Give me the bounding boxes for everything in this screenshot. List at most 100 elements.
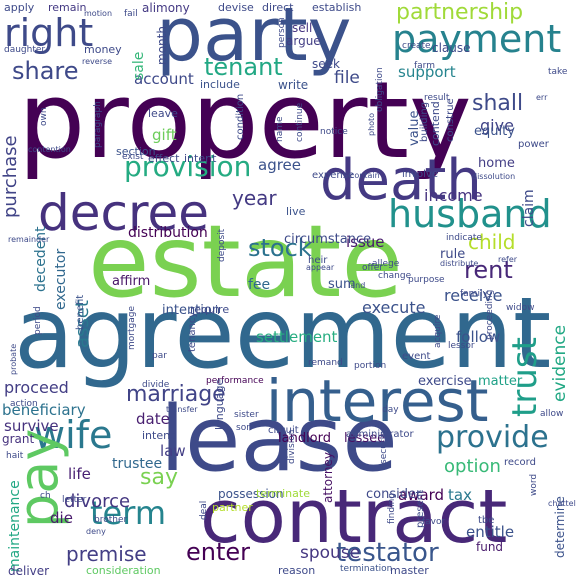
- word-administrator: administrator: [346, 429, 414, 440]
- word-allege: allege: [372, 259, 400, 269]
- word-maintenance: maintenance: [7, 480, 23, 572]
- word-portion: portion: [354, 361, 387, 371]
- word-continue: continue: [295, 102, 305, 142]
- word-notice: notice: [320, 127, 348, 137]
- word-shall: shall: [472, 91, 524, 116]
- word-contract: contract: [200, 474, 508, 560]
- word-offer: offer: [362, 263, 383, 273]
- word-lessor: lessor: [448, 341, 475, 351]
- word-division: division: [287, 429, 297, 464]
- word-performance: performance: [206, 376, 264, 386]
- word-divide: divide: [142, 380, 170, 390]
- word-provide: provide: [436, 420, 549, 455]
- word-farm: farm: [414, 61, 435, 71]
- word-deposit: deposit: [217, 228, 227, 262]
- word-premise: premise: [66, 542, 147, 566]
- word-purpose: purpose: [408, 275, 445, 285]
- word-term: term: [90, 494, 166, 532]
- word-wife: wife: [34, 413, 113, 457]
- word-master: master: [390, 564, 429, 576]
- word-termination: termination: [340, 564, 393, 574]
- word-executor: executor: [53, 248, 69, 310]
- word-require: require: [190, 303, 230, 316]
- word-remand: remand: [308, 358, 343, 368]
- word-evidence: evidence: [550, 324, 570, 402]
- word-live: live: [286, 205, 306, 218]
- word-sister: sister: [234, 410, 259, 420]
- word-appear: appear: [306, 263, 335, 272]
- word-argue: argue: [286, 34, 321, 48]
- word-change: change: [378, 271, 412, 281]
- word-benefit: benefit: [75, 294, 86, 330]
- word-remain: remain: [48, 1, 87, 14]
- word-estate: estate: [88, 203, 403, 320]
- word-motion: motion: [84, 9, 113, 18]
- word-record: record: [504, 457, 536, 468]
- word-year: year: [232, 186, 277, 210]
- word-receive: receive: [444, 286, 503, 305]
- word-deal: deal: [199, 500, 209, 520]
- word-rule: rule: [440, 247, 466, 262]
- word-purchase: purchase: [0, 135, 21, 218]
- word-tenant: tenant: [204, 53, 283, 81]
- word-interest: interest: [266, 367, 489, 435]
- word-acquire: acquire: [433, 314, 443, 348]
- word-event: event: [402, 351, 431, 362]
- word-right: right: [4, 11, 94, 55]
- word-refer: refer: [498, 255, 518, 264]
- word-apply: apply: [4, 1, 35, 14]
- word-allow: allow: [540, 409, 564, 419]
- word-expense: expense: [312, 170, 355, 181]
- word-deny: deny: [86, 527, 106, 536]
- word-chattel: chattel: [548, 499, 576, 508]
- word-finding: finding: [387, 492, 397, 524]
- word-money: money: [84, 43, 122, 56]
- word-home: home: [478, 156, 515, 171]
- word-own: own: [39, 107, 49, 126]
- word-take: take: [548, 67, 568, 77]
- word-err: err: [536, 93, 548, 102]
- word-par: par: [152, 351, 167, 361]
- word-marriage: marriage: [126, 382, 226, 407]
- word-reverse: reverse: [82, 57, 113, 66]
- word-matter: matter: [478, 374, 523, 389]
- word-option: option: [444, 456, 501, 477]
- word-name: name: [275, 116, 285, 142]
- word-attorney: attorney: [321, 452, 335, 503]
- word-death: death: [320, 148, 482, 213]
- word-enter: enter: [186, 538, 251, 566]
- word-claim: claim: [521, 189, 537, 227]
- word-intention: intention: [162, 303, 221, 318]
- word-landlord: landlord: [278, 431, 332, 446]
- word-seek: seek: [312, 57, 340, 71]
- word-say: say: [140, 465, 178, 490]
- word-rent: rent: [464, 256, 513, 284]
- word-agree: agree: [258, 156, 302, 174]
- word-give: give: [480, 116, 514, 135]
- word-fail: fail: [124, 9, 138, 19]
- word-account: account: [134, 70, 194, 88]
- word-decree: decree: [38, 184, 209, 242]
- word-beneficiary: beneficiary: [2, 401, 86, 419]
- word-person: person: [277, 17, 287, 48]
- word-die: die: [50, 509, 73, 527]
- word-testator: testator: [336, 538, 439, 568]
- word-proceeding: proceeding: [485, 289, 495, 340]
- word-word: word: [529, 473, 539, 496]
- word-letter: letter: [62, 495, 87, 505]
- word-reason: reason: [278, 564, 316, 576]
- word-grant: grant: [2, 432, 35, 446]
- word-share: share: [12, 57, 79, 85]
- word-possession: possession: [218, 487, 284, 501]
- word-life: life: [68, 465, 91, 483]
- word-daughter: daughter: [4, 45, 46, 55]
- word-contend: contend: [429, 101, 442, 146]
- word-action: action: [10, 399, 38, 409]
- word-partner: partner: [212, 501, 253, 514]
- word-contain: contain: [350, 171, 380, 180]
- word-gift: gift: [152, 126, 177, 144]
- word-power: power: [518, 139, 549, 150]
- word-remainder: remainder: [8, 235, 50, 244]
- word-section: section: [116, 145, 156, 158]
- word-exercise: exercise: [418, 374, 472, 389]
